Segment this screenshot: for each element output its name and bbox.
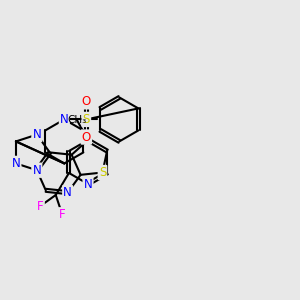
Text: N: N bbox=[32, 128, 41, 141]
Text: S: S bbox=[82, 113, 90, 126]
Text: N: N bbox=[63, 186, 72, 199]
Text: F: F bbox=[37, 200, 44, 212]
Text: N: N bbox=[11, 157, 20, 170]
Text: N: N bbox=[32, 164, 41, 177]
Text: N: N bbox=[60, 113, 69, 126]
Text: N: N bbox=[84, 178, 92, 190]
Text: F: F bbox=[59, 208, 66, 221]
Text: O: O bbox=[82, 95, 91, 108]
Text: O: O bbox=[82, 130, 91, 143]
Text: CH₃: CH₃ bbox=[68, 115, 87, 125]
Text: S: S bbox=[99, 166, 106, 179]
